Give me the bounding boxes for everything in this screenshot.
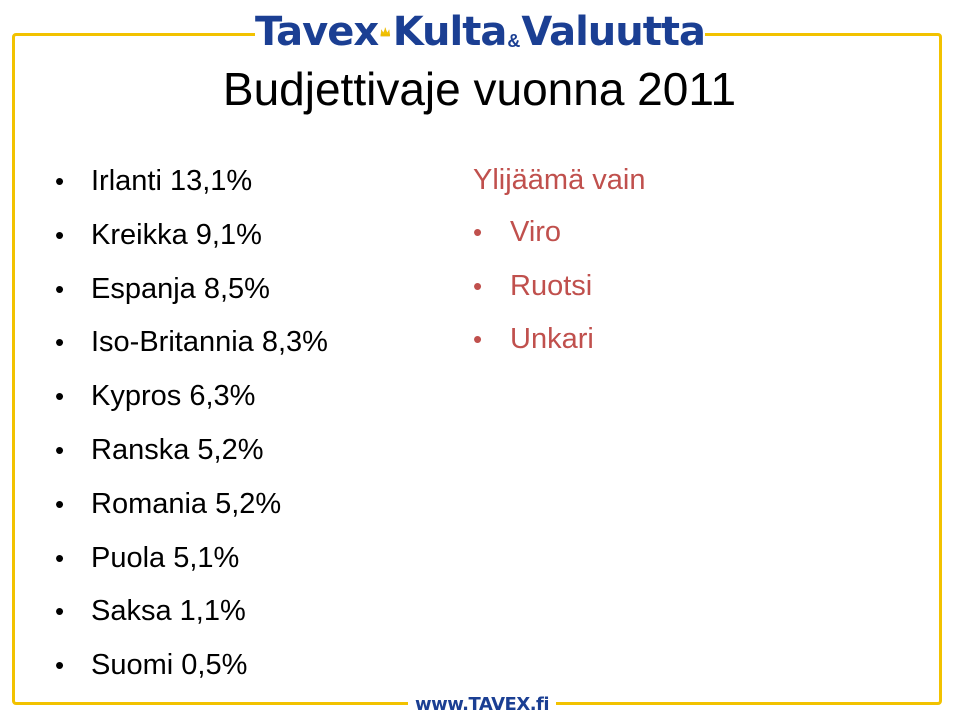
footer-url: www.TAVEX.fi [408,693,556,717]
list-item: Puola 5,1% [55,532,328,586]
list-item: Iso-Britannia 8,3% [55,316,328,370]
surplus-list: Viro Ruotsi Unkari [473,206,594,367]
list-item: Viro [473,206,594,260]
logo-word-kulta: Kulta [392,9,508,55]
list-item: Suomi 0,5% [55,639,328,693]
surplus-heading: Ylijäämä vain [473,164,646,196]
list-item: Saksa 1,1% [55,585,328,639]
list-item: Irlanti 13,1% [55,155,328,209]
list-item: Ruotsi [473,260,594,314]
list-item: Ranska 5,2% [55,424,328,478]
list-item: Romania 5,2% [55,478,328,532]
brand-logo: Tavex Kulta & Valuutta [255,0,706,56]
list-item: Kypros 6,3% [55,370,328,424]
slide-title: Budjettivaje vuonna 2011 [222,63,737,115]
list-item: Kreikka 9,1% [55,209,328,263]
logo-ampersand: & [507,31,521,51]
deficit-list: Irlanti 13,1% Kreikka 9,1% Espanja 8,5% … [55,155,328,693]
crown-icon [380,27,391,37]
list-item: Espanja 8,5% [55,263,328,317]
list-item: Unkari [473,313,594,367]
logo-word-valuutta: Valuutta [521,9,706,55]
logo-word-tavex: Tavex [255,9,379,55]
